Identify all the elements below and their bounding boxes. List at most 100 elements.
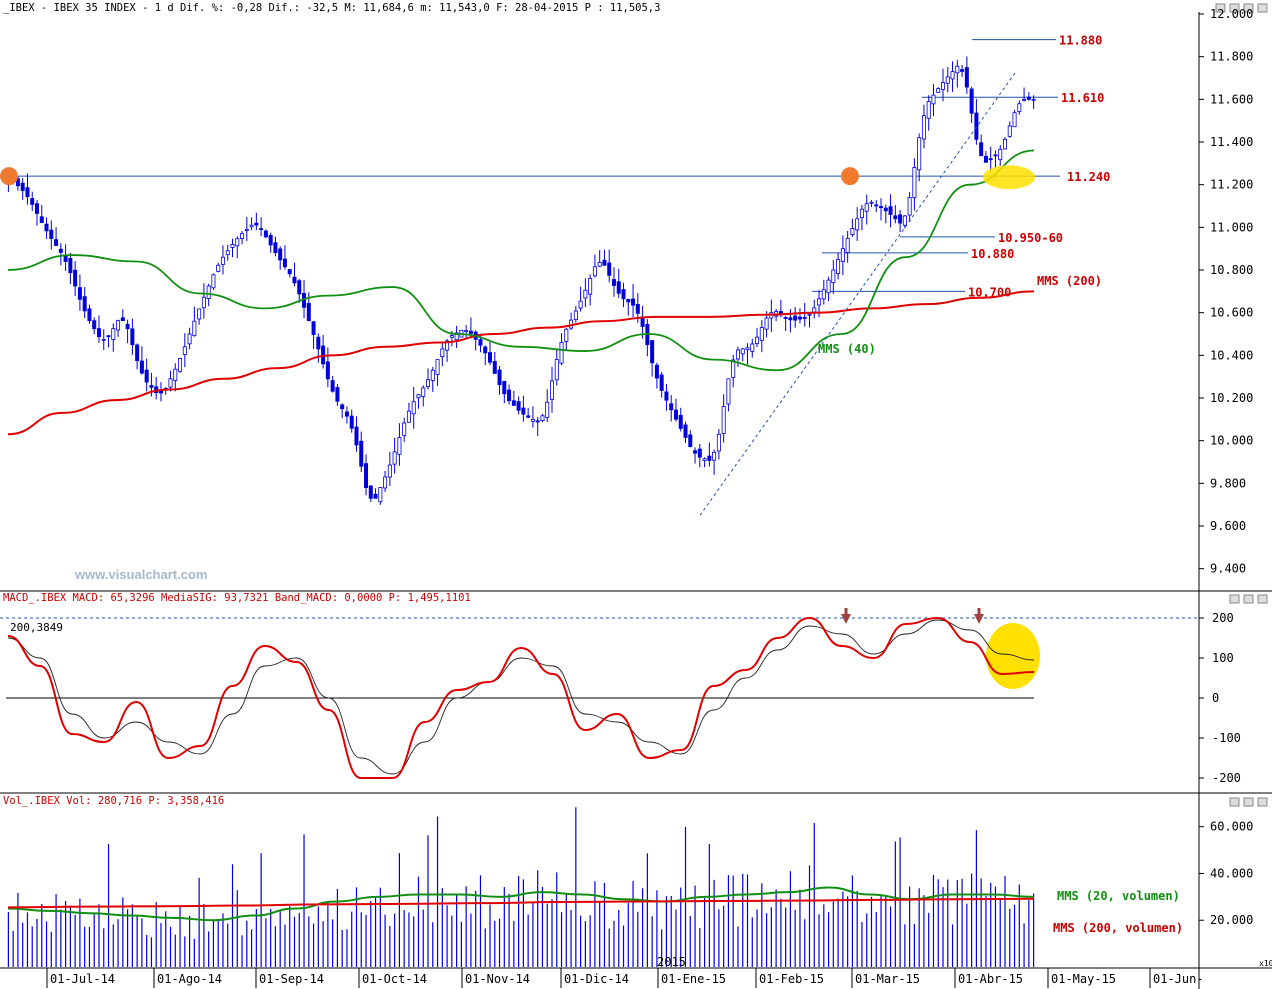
candle-down [149, 385, 154, 388]
macd-tick-label: 0 [1212, 691, 1219, 705]
candle-up [192, 320, 197, 337]
vol-mms20-label: MMS (20, volumen) [1057, 889, 1180, 903]
candle-up [941, 82, 946, 90]
candle-up [573, 310, 578, 320]
volume-mms20-line [7, 886, 1035, 922]
candle-down [34, 203, 39, 214]
candle-down [58, 248, 63, 253]
price-tick-label: 11.600 [1210, 92, 1253, 106]
candle-down [883, 207, 888, 212]
candle-up [855, 218, 860, 231]
candle-up [554, 359, 559, 381]
level-label: 10.950-60 [998, 231, 1063, 245]
candle-up [869, 201, 874, 204]
price-tick-label: 10.200 [1210, 391, 1253, 405]
candle-down [707, 455, 712, 461]
candle-up [182, 346, 187, 355]
candle-down [139, 360, 144, 374]
price-tick-label: 10.800 [1210, 263, 1253, 277]
price-tick-label: 10.000 [1210, 434, 1253, 448]
date-tick-label: 01-Jul-14 [50, 972, 115, 986]
candle-down [330, 380, 335, 392]
candle-up [945, 76, 950, 84]
macd-tick-label: -100 [1212, 731, 1241, 745]
price-tick-label: 9.400 [1210, 562, 1246, 576]
candle-up [220, 256, 225, 265]
candle-up [435, 359, 440, 375]
candle-down [802, 317, 807, 319]
candle-up [197, 308, 202, 320]
candle-up [583, 289, 588, 299]
candle-down [106, 335, 111, 338]
candle-up [244, 229, 249, 231]
candle-down [335, 387, 340, 402]
candle-down [20, 182, 25, 191]
candle-up [950, 71, 955, 80]
candle-down [68, 258, 73, 274]
candle-up [588, 278, 593, 295]
window-buttons-macd[interactable] [1229, 594, 1268, 604]
candle-down [979, 142, 984, 157]
candle-down [364, 463, 369, 488]
candle-down [526, 415, 531, 418]
main-header: _IBEX - IBEX 35 INDEX - 1 d Dif. %: -0,2… [3, 2, 660, 14]
candle-up [721, 406, 726, 434]
candle-down [287, 269, 292, 275]
price-tick-label: 9.800 [1210, 476, 1246, 490]
candle-down [263, 230, 268, 238]
candle-down [344, 411, 349, 417]
candle-down [158, 390, 163, 394]
price-tick-label: 10.400 [1210, 348, 1253, 362]
macd-signal-line [7, 619, 1035, 775]
candle-down [49, 229, 54, 239]
price-panel: 12.000 11.800 11.600 11.400 11.200 11.000 10.8… [0, 7, 1253, 576]
candle-down [325, 361, 330, 380]
candle-up [545, 401, 550, 418]
candle-down [969, 88, 974, 114]
date-tick-label: 01-Ene-15 [661, 972, 726, 986]
candle-down [292, 276, 297, 284]
candle-down [497, 369, 502, 386]
candle-down [311, 321, 316, 335]
candle-up [821, 289, 826, 300]
candle-up [445, 340, 450, 351]
candle-up [230, 243, 235, 248]
candle-up [702, 458, 707, 461]
candle-down [492, 361, 497, 374]
window-buttons-volume[interactable] [1229, 797, 1268, 807]
macd-panel: 200 100 0 -100 -200 [0, 608, 1241, 785]
candle-down [654, 364, 659, 379]
mms200-line [7, 290, 1035, 436]
candle-up [931, 94, 936, 105]
date-tick-label: 01-Sep-14 [259, 972, 324, 986]
candle-down [340, 404, 345, 410]
candle-up [206, 285, 211, 299]
candle-down [63, 255, 68, 262]
candle-up [387, 464, 392, 478]
candle-down [521, 407, 526, 415]
candle-up [807, 313, 812, 316]
candle-down [964, 67, 969, 88]
candle-down [316, 336, 321, 350]
candle-down [368, 485, 373, 499]
candle-down [282, 258, 287, 268]
candle-up [826, 279, 831, 294]
candle-down [602, 259, 607, 266]
candle-down [54, 239, 59, 246]
candle-up [755, 336, 760, 345]
price-tick-label: 11.000 [1210, 220, 1253, 234]
date-tick-label: 01-Abr-15 [958, 972, 1023, 986]
candle-down [30, 198, 35, 205]
candle-up [1003, 138, 1008, 150]
touch-marker [0, 167, 18, 186]
candle-down [478, 339, 483, 346]
window-buttons-main[interactable] [1215, 3, 1268, 13]
volume-mms200-line [7, 897, 1035, 909]
candle-down [793, 315, 798, 321]
candle-down [669, 403, 674, 411]
candle-down [135, 344, 140, 362]
candle-up [178, 358, 183, 372]
candle-up [383, 476, 388, 489]
candle-down [516, 401, 521, 411]
candle-down [974, 112, 979, 140]
